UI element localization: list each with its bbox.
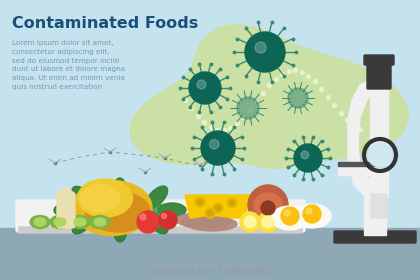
Circle shape bbox=[303, 205, 321, 223]
Ellipse shape bbox=[54, 203, 82, 217]
FancyBboxPatch shape bbox=[57, 192, 75, 228]
Ellipse shape bbox=[70, 216, 90, 228]
Ellipse shape bbox=[146, 186, 168, 209]
Circle shape bbox=[255, 42, 266, 53]
Circle shape bbox=[205, 208, 215, 218]
FancyBboxPatch shape bbox=[334, 231, 416, 243]
Circle shape bbox=[215, 205, 221, 211]
Circle shape bbox=[284, 210, 290, 216]
Ellipse shape bbox=[70, 199, 170, 227]
Circle shape bbox=[248, 185, 288, 225]
FancyBboxPatch shape bbox=[371, 194, 387, 218]
Circle shape bbox=[189, 72, 221, 104]
Circle shape bbox=[288, 88, 308, 108]
Ellipse shape bbox=[50, 216, 70, 228]
Ellipse shape bbox=[90, 216, 110, 228]
Ellipse shape bbox=[146, 212, 168, 234]
Polygon shape bbox=[130, 25, 408, 168]
Circle shape bbox=[245, 32, 285, 72]
FancyBboxPatch shape bbox=[364, 55, 394, 65]
Bar bbox=[364, 195, 386, 235]
Bar bbox=[0, 228, 420, 280]
Ellipse shape bbox=[158, 203, 186, 217]
Circle shape bbox=[213, 203, 223, 213]
Ellipse shape bbox=[54, 218, 66, 226]
Text: Contaminated Foods: Contaminated Foods bbox=[12, 16, 198, 31]
Circle shape bbox=[306, 208, 312, 214]
Circle shape bbox=[197, 199, 203, 205]
Ellipse shape bbox=[293, 204, 331, 228]
Circle shape bbox=[281, 207, 299, 225]
Ellipse shape bbox=[34, 218, 46, 226]
Circle shape bbox=[210, 139, 219, 149]
FancyBboxPatch shape bbox=[367, 59, 391, 89]
Circle shape bbox=[197, 80, 206, 89]
Ellipse shape bbox=[80, 184, 120, 212]
FancyBboxPatch shape bbox=[19, 227, 302, 233]
Ellipse shape bbox=[187, 217, 237, 231]
Circle shape bbox=[140, 214, 146, 220]
Polygon shape bbox=[348, 80, 388, 195]
Ellipse shape bbox=[113, 214, 127, 242]
Ellipse shape bbox=[74, 218, 86, 226]
Ellipse shape bbox=[94, 218, 106, 226]
Ellipse shape bbox=[271, 206, 309, 230]
Ellipse shape bbox=[113, 178, 127, 206]
Ellipse shape bbox=[254, 193, 282, 217]
Circle shape bbox=[159, 211, 177, 229]
FancyBboxPatch shape bbox=[16, 200, 305, 232]
Bar bbox=[370, 82, 388, 197]
Text: Lorem ipsum dolor sit amet,
consectetur adipiscing elit,
sed do eiusmod tempor i: Lorem ipsum dolor sit amet, consectetur … bbox=[12, 40, 125, 90]
Circle shape bbox=[201, 131, 235, 165]
Circle shape bbox=[262, 216, 274, 228]
Circle shape bbox=[227, 198, 237, 208]
Circle shape bbox=[261, 201, 275, 215]
Circle shape bbox=[229, 200, 235, 206]
Bar bbox=[338, 162, 384, 166]
Ellipse shape bbox=[72, 186, 94, 208]
Circle shape bbox=[368, 143, 392, 167]
Ellipse shape bbox=[72, 181, 152, 235]
Circle shape bbox=[237, 97, 259, 119]
Ellipse shape bbox=[78, 179, 132, 217]
Text: shutterstock.com • 1846224601: shutterstock.com • 1846224601 bbox=[148, 267, 272, 276]
Ellipse shape bbox=[175, 213, 225, 227]
Circle shape bbox=[294, 144, 322, 172]
Circle shape bbox=[240, 212, 260, 232]
Circle shape bbox=[207, 210, 213, 216]
Circle shape bbox=[244, 216, 256, 228]
Circle shape bbox=[162, 213, 166, 218]
Circle shape bbox=[60, 188, 72, 200]
Ellipse shape bbox=[86, 192, 150, 232]
Ellipse shape bbox=[30, 216, 50, 228]
Ellipse shape bbox=[181, 215, 231, 229]
Circle shape bbox=[258, 212, 278, 232]
Polygon shape bbox=[185, 195, 250, 218]
Circle shape bbox=[137, 211, 159, 233]
Ellipse shape bbox=[72, 212, 94, 234]
Circle shape bbox=[195, 197, 205, 207]
Bar bbox=[338, 165, 384, 175]
Circle shape bbox=[301, 151, 309, 159]
